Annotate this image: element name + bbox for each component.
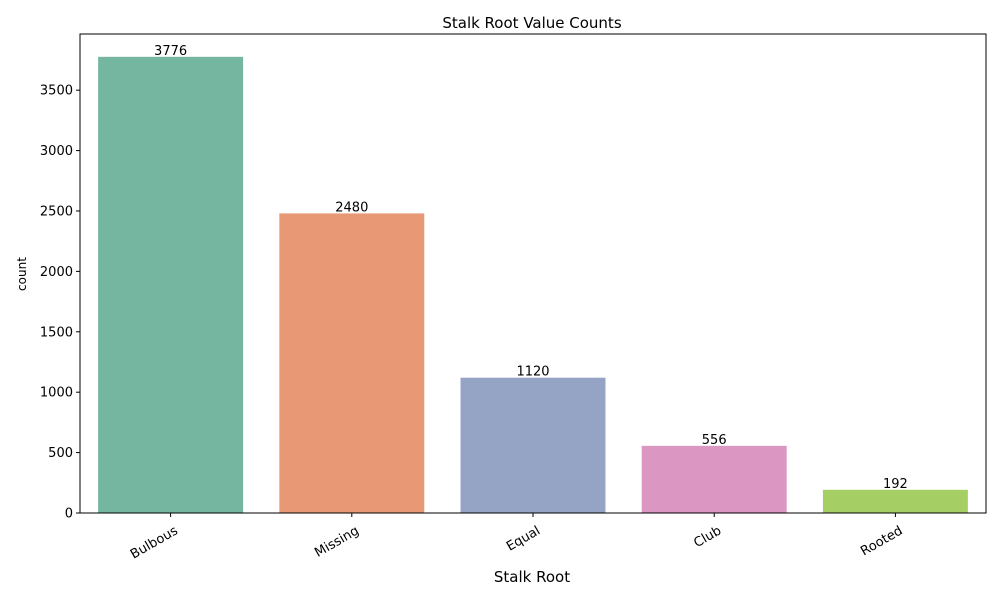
y-tick-label: 1500 xyxy=(40,325,73,340)
y-tick-label: 2500 xyxy=(40,204,73,219)
data-label-bulbous: 3776 xyxy=(154,44,187,59)
x-tick-label-bulbous: Bulbous xyxy=(128,523,181,562)
bar-bulbous xyxy=(98,56,244,514)
data-label-club: 556 xyxy=(702,433,727,448)
data-label-rooted: 192 xyxy=(883,477,908,492)
bar-club xyxy=(641,445,787,513)
x-tick-label-missing: Missing xyxy=(312,523,361,560)
x-tick-label-equal: Equal xyxy=(504,523,543,554)
bar-equal xyxy=(460,377,606,513)
x-tick-label-rooted: Rooted xyxy=(858,523,905,559)
y-axis-label: count xyxy=(15,257,29,291)
data-label-equal: 1120 xyxy=(516,365,549,380)
y-tick-label: 0 xyxy=(65,507,73,522)
y-tick-label: 2000 xyxy=(40,265,73,280)
y-tick-label: 500 xyxy=(48,446,73,461)
bar-missing xyxy=(279,213,425,513)
y-tick-label: 3500 xyxy=(40,84,73,99)
y-tick-label: 1000 xyxy=(40,386,73,401)
x-tick-label-club: Club xyxy=(691,523,724,551)
data-label-missing: 2480 xyxy=(335,200,368,215)
x-axis: Bulbous Missing Equal Club Rooted xyxy=(128,513,905,562)
x-axis-label: Stalk Root xyxy=(494,568,570,586)
plot-area: 3776 2480 1120 556 192 xyxy=(79,33,987,514)
y-tick-label: 3000 xyxy=(40,144,73,159)
bar-rooted xyxy=(822,489,968,513)
chart-title: Stalk Root Value Counts xyxy=(442,14,621,32)
y-axis: 0 500 1000 1500 2000 2500 3000 3500 xyxy=(40,84,80,522)
